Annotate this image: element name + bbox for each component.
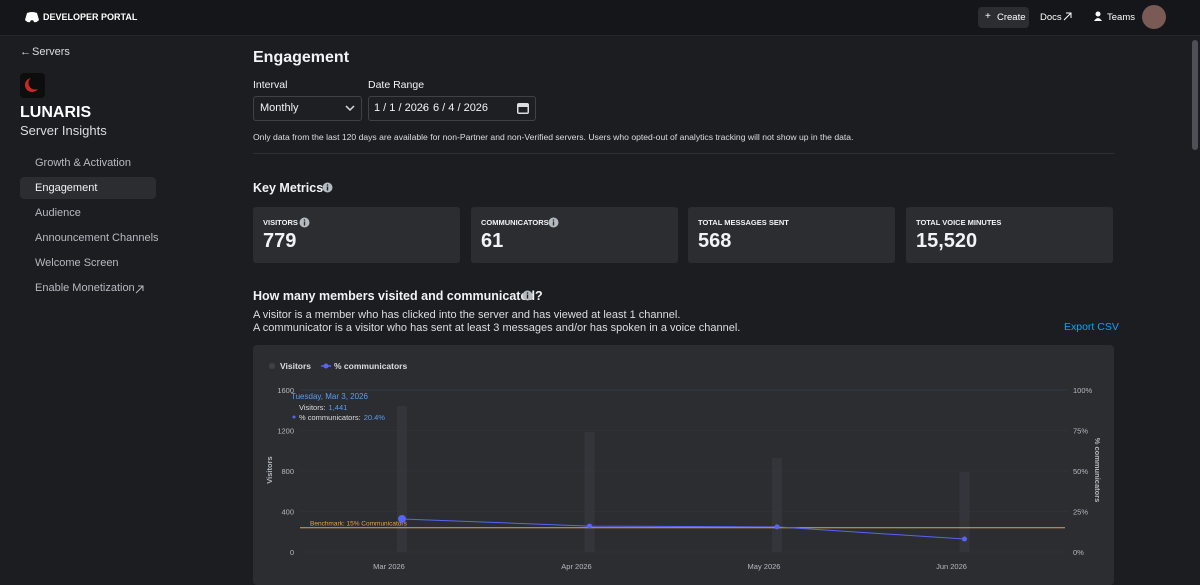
teams-icon — [1094, 11, 1102, 21]
point — [587, 523, 592, 529]
metric-label: COMMUNICATORS — [481, 218, 549, 227]
y-tick-label: 400 — [281, 508, 294, 517]
back-link[interactable]: Servers — [32, 46, 70, 58]
metric-value: 15,520 — [916, 230, 978, 252]
nav-item[interactable]: Enable Monetization — [35, 282, 135, 294]
nav-item[interactable]: Audience — [35, 207, 81, 219]
section-heading: How many members visited and communicate… — [253, 289, 543, 303]
y-axis-title: Visitors — [265, 456, 274, 483]
info-icon[interactable] — [548, 217, 559, 228]
tooltip-key: % communicators: — [299, 413, 361, 422]
chart-panel — [253, 345, 1114, 585]
description: A communicator is a visitor who has sent… — [253, 322, 741, 334]
benchmark-label: Benchmark: 15% Communicators — [310, 521, 408, 528]
metric-card: TOTAL MESSAGES SENT 568 — [688, 207, 895, 263]
date-end[interactable]: 6 / 4 / 2026 — [433, 102, 489, 114]
x-tick-label: Mar 2026 — [373, 562, 405, 571]
date-range-label: Date Range — [368, 79, 425, 91]
description: A visitor is a member who has clicked in… — [253, 309, 681, 321]
point — [962, 536, 967, 542]
tooltip-date: Tuesday, Mar 3, 2026 — [291, 392, 368, 401]
chart: 0 400 800 1200 1600 0% 25% 50% 75% 100% Visitors % … — [265, 361, 1102, 571]
legend-label: % communicators — [334, 361, 407, 371]
y-tick-label: 800 — [281, 467, 294, 476]
metric-card: VISITORS 779 — [253, 207, 460, 263]
point — [398, 514, 406, 523]
metric-label: TOTAL VOICE MINUTES — [916, 218, 1002, 227]
y2-tick-label: 50% — [1073, 467, 1088, 476]
back-arrow[interactable]: ← — [20, 46, 31, 58]
sidebar-subtitle: Server Insights — [20, 123, 107, 138]
nav-item[interactable]: Welcome Screen — [35, 257, 119, 269]
info-icon[interactable] — [522, 290, 533, 301]
y2-tick-label: 75% — [1073, 427, 1088, 436]
x-tick-label: May 2026 — [748, 562, 781, 571]
bar — [959, 472, 970, 552]
create-label[interactable]: Create — [997, 12, 1026, 23]
metric-label: TOTAL MESSAGES SENT — [698, 218, 789, 227]
bar — [397, 406, 407, 552]
teams-link[interactable]: Teams — [1107, 12, 1135, 23]
tooltip-value: 1,441 — [329, 403, 348, 412]
metric-card: TOTAL VOICE MINUTES 15,520 — [906, 207, 1113, 263]
metric-label: VISITORS — [263, 218, 298, 227]
line — [401, 518, 965, 540]
y2-tick-label: 25% — [1073, 508, 1088, 517]
metric-value: 61 — [481, 230, 504, 252]
page-title: Engagement — [253, 49, 350, 66]
info-icon[interactable] — [299, 217, 310, 228]
date-separator: - — [422, 102, 426, 114]
tooltip-value: 20.4% — [364, 413, 386, 422]
nav-item[interactable]: Growth & Activation — [35, 157, 131, 169]
date-start[interactable]: 1 / 1 / 2026 — [374, 102, 430, 114]
interval-label: Interval — [253, 79, 288, 91]
date-range-input[interactable] — [368, 96, 536, 121]
external-icon — [1063, 12, 1072, 21]
info-icon[interactable] — [322, 182, 333, 193]
x-tick-label: Jun 2026 — [936, 562, 967, 571]
avatar[interactable] — [1142, 5, 1166, 29]
calendar-icon[interactable] — [516, 101, 530, 115]
y2-axis-title: % communicators — [1093, 438, 1102, 503]
docs-link[interactable]: Docs — [1040, 12, 1062, 23]
divider — [253, 153, 1114, 154]
tooltip-label: Visitors: 1,441 — [299, 403, 347, 412]
create-button[interactable] — [978, 7, 1029, 28]
legend-label: Visitors — [280, 361, 311, 371]
bar — [772, 458, 782, 552]
point — [774, 524, 780, 530]
create-plus: + — [985, 11, 991, 22]
interval-value[interactable]: Monthly — [260, 102, 299, 114]
y2-tick-label: 0% — [1073, 548, 1084, 557]
data-note: Only data from the last 120 days are ava… — [253, 132, 854, 142]
nav-item[interactable]: Announcement Channels — [35, 232, 159, 244]
y2-tick-label: 100% — [1073, 386, 1093, 395]
x-tick-label: Apr 2026 — [561, 562, 591, 571]
metric-card: COMMUNICATORS 61 — [471, 207, 678, 263]
y-tick-label: 0 — [290, 548, 294, 557]
metric-value: 779 — [263, 230, 297, 252]
nav-item[interactable]: Engagement — [20, 177, 156, 199]
y-tick-label: 1600 — [277, 386, 294, 395]
server-icon — [20, 73, 45, 98]
legend-swatch — [269, 363, 275, 369]
y-tick-label: 1200 — [277, 427, 294, 436]
metric-value: 568 — [698, 230, 732, 252]
scrollbar — [1192, 40, 1198, 150]
brand: DEVELOPER PORTAL — [43, 12, 138, 22]
interval-select[interactable] — [253, 96, 362, 121]
bar — [584, 432, 595, 552]
section-heading: Key Metrics — [253, 181, 324, 195]
tooltip-key: Visitors: — [299, 403, 326, 412]
legend-swatch — [323, 363, 329, 369]
logo — [25, 12, 39, 23]
export-link[interactable]: Export CSV — [1064, 321, 1119, 333]
tooltip-swatch — [292, 415, 296, 419]
server-name: LUNARIS — [20, 104, 92, 121]
chevron — [345, 105, 355, 112]
page: DEVELOPER PORTAL + Create Docs Teams ← S… — [0, 5, 1200, 585]
external-icon — [135, 285, 144, 294]
tooltip-label: % communicators: 20.4% — [299, 413, 385, 422]
